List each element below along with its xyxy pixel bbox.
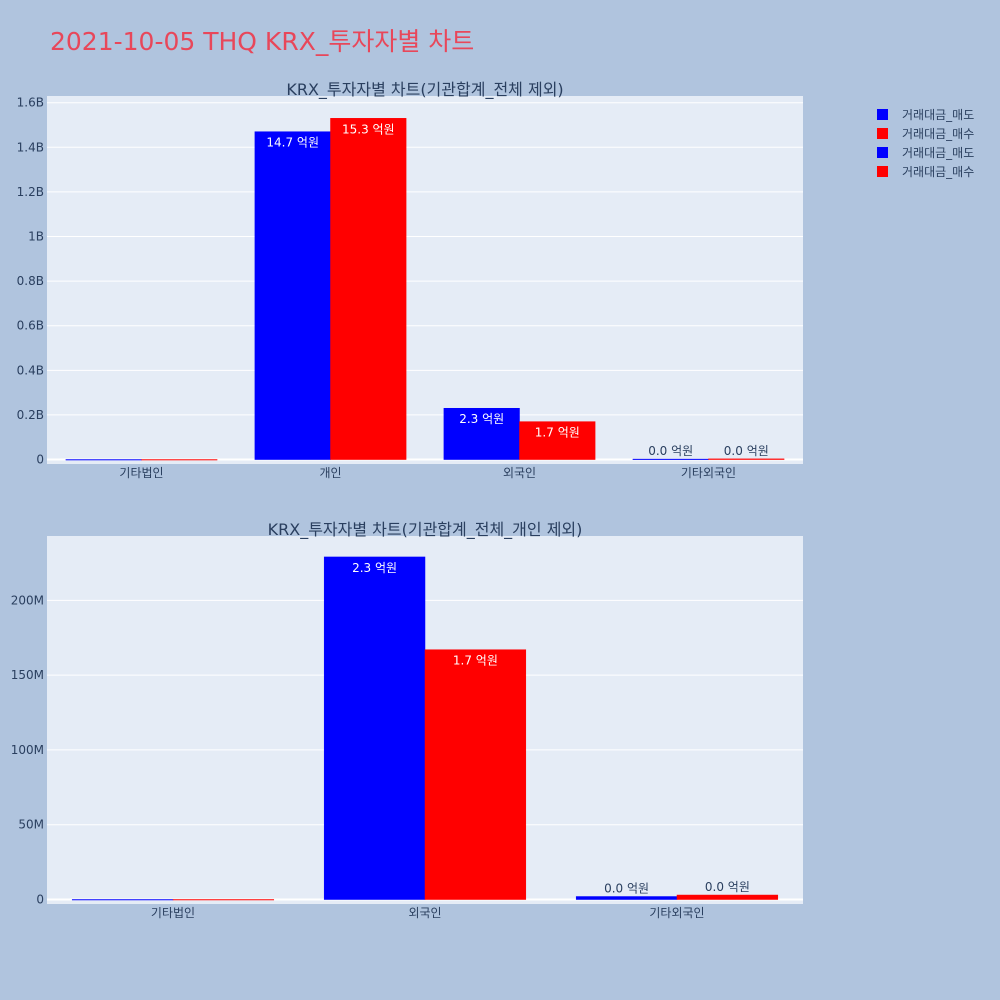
x-tick-label: 기타법인 — [151, 906, 195, 920]
bar-buy — [172, 899, 275, 901]
legend-item-label[interactable]: 거래대금_매도 — [902, 108, 974, 122]
bar-data-label: 14.7 억원 — [266, 136, 319, 150]
chart-1: 0 0.2B 0.4B 0.6B 0.8B 1B 1.2B 1.4B 1.6B KRX_투자자별 … — [17, 80, 803, 480]
bar-sell — [254, 131, 331, 460]
y-tick-label: 100M — [11, 743, 44, 757]
bar-buy — [708, 458, 785, 460]
bar-buy — [676, 894, 779, 900]
bar-buy — [519, 421, 596, 460]
legend-swatch[interactable] — [877, 147, 888, 158]
y-tick-label: 0.4B — [17, 363, 44, 377]
subplot-title: KRX_투자자별 차트(기관합계_전체_개인 제외) — [268, 520, 583, 540]
bar-data-label: 0.0 억원 — [705, 880, 750, 894]
x-tick-label: 기타법인 — [119, 466, 163, 480]
x-tick-label: 외국인 — [408, 906, 441, 920]
y-tick-label: 0.8B — [17, 274, 44, 288]
y-tick-label: 0.2B — [17, 408, 44, 422]
y-tick-label: 1B — [28, 230, 44, 244]
bar-data-label: 1.7 억원 — [453, 654, 498, 668]
legend-item-label[interactable]: 거래대금_매수 — [902, 165, 974, 179]
bar-data-label: 15.3 억원 — [342, 122, 395, 136]
bar-data-label: 1.7 억원 — [535, 426, 580, 440]
bar-buy — [141, 459, 218, 461]
bar-sell — [71, 899, 174, 901]
bar-buy — [424, 649, 527, 900]
x-tick-label: 기타외국인 — [681, 466, 736, 480]
bar-buy — [330, 118, 407, 460]
y-tick-label: 1.4B — [17, 140, 44, 154]
bar-data-label: 0.0 억원 — [724, 444, 769, 458]
bar-sell — [65, 459, 142, 461]
x-tick-label: 개인 — [319, 466, 341, 480]
chart-2: 0 50M 100M 150M 200M KRX_투자자별 차트(기관합계_전체_개인 제… — [11, 520, 803, 920]
bar-sell — [443, 407, 520, 460]
bar-sell — [323, 556, 426, 900]
y-tick-label: 1.6B — [17, 96, 44, 110]
legend-item-label[interactable]: 거래대금_매수 — [902, 127, 974, 141]
legend-swatch[interactable] — [877, 128, 888, 139]
y-tick-label: 0 — [36, 893, 44, 907]
bar-sell — [575, 896, 678, 900]
legend-swatch[interactable] — [877, 109, 888, 120]
legend-item-label[interactable]: 거래대금_매도 — [902, 146, 974, 160]
y-tick-label: 1.2B — [17, 185, 44, 199]
x-tick-label: 기타외국인 — [649, 906, 704, 920]
legend-swatch[interactable] — [877, 166, 888, 177]
bar-sell — [632, 458, 709, 460]
y-tick-label: 150M — [11, 668, 44, 682]
y-tick-label: 50M — [18, 818, 44, 832]
y-tick-label: 0 — [36, 453, 44, 467]
bar-data-label: 0.0 억원 — [604, 882, 649, 896]
page-title: 2021-10-05 THQ KRX_투자자별 차트 — [50, 27, 475, 56]
y-tick-label: 200M — [11, 593, 44, 607]
x-tick-label: 외국인 — [503, 466, 536, 480]
plot-area — [47, 96, 803, 464]
bar-data-label: 2.3 억원 — [352, 561, 397, 575]
bar-data-label: 2.3 억원 — [459, 412, 504, 426]
y-tick-label: 0.6B — [17, 319, 44, 333]
subplot-title: KRX_투자자별 차트(기관합계_전체 제외) — [286, 80, 563, 100]
bar-data-label: 0.0 억원 — [648, 444, 693, 458]
